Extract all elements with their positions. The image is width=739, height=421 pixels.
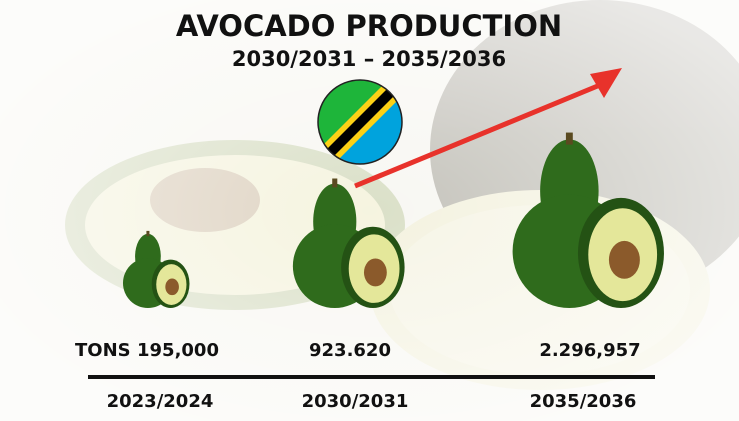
avocado-stem [332, 178, 338, 188]
category-label: 2030/2031 [302, 391, 409, 412]
value-label: 923.620 [309, 340, 391, 361]
category-label: 2035/2036 [530, 391, 637, 412]
flag [318, 80, 402, 164]
avocado [292, 178, 405, 308]
flag-border [317, 79, 403, 165]
unit-label: TONS [75, 340, 131, 361]
value-label: 195,000 [137, 340, 219, 361]
trend-arrow [354, 82, 601, 189]
avocado [122, 230, 190, 308]
category-label: 2023/2024 [107, 391, 214, 412]
chart-subtitle: 2030/2031 – 2035/2036 [232, 47, 506, 71]
avocado-pit [608, 240, 640, 279]
avocado-pit [363, 258, 387, 287]
arrow-head [590, 68, 622, 98]
avocado [512, 132, 664, 308]
value-label: 2.296,957 [539, 340, 640, 361]
chart-title: AVOCADO PRODUCTION [176, 9, 562, 43]
avocado-stem [146, 230, 150, 237]
avocado-pit [165, 278, 179, 296]
avocado-stem [565, 132, 573, 145]
